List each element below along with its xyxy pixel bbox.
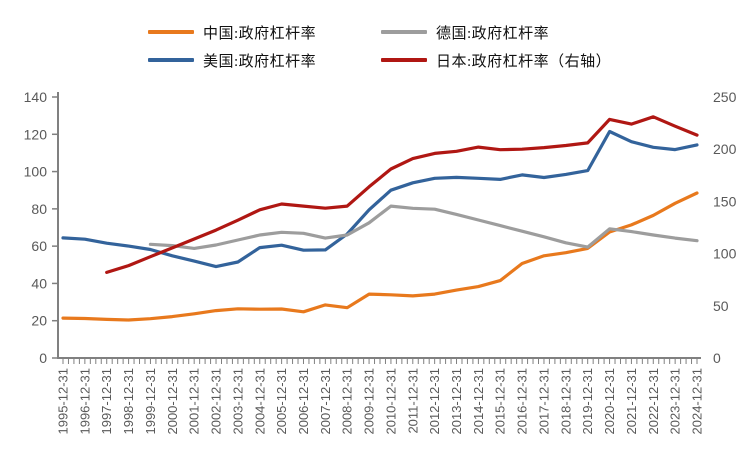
legend-label-japan: 日本:政府杠杆率（右轴）	[436, 53, 612, 70]
x-axis-label: 2001-12-31	[187, 368, 202, 435]
x-axis-label: 2002-12-31	[209, 368, 224, 435]
legend-item-china: 中国:政府杠杆率	[148, 22, 316, 42]
y-axis-right-label: 50	[713, 298, 729, 314]
x-axis-labels: 1995-12-31 1996-12-31 1997-12-31 1998-12-31…	[56, 368, 705, 435]
x-axis-label: 2007-12-31	[318, 368, 333, 435]
x-axis-label: 2012-12-31	[427, 368, 442, 435]
legend-swatch-germany	[381, 30, 427, 34]
y-axis-right-label: 200	[713, 141, 737, 157]
x-axis-label: 2018-12-31	[558, 368, 573, 435]
series-line-japan	[105, 115, 699, 274]
legend-label-us: 美国:政府杠杆率	[203, 53, 317, 70]
chart-legend: 中国:政府杠杆率 德国:政府杠杆率 美国:政府杠杆率 日本:政府杠杆率（右轴）	[0, 0, 755, 80]
legend-label-germany: 德国:政府杠杆率	[436, 25, 550, 42]
series-line-germany	[148, 204, 699, 250]
y-axis-left-label: 0	[39, 350, 47, 366]
y-axis-right-label: 250	[713, 89, 737, 105]
x-axis-label: 2021-12-31	[624, 368, 639, 435]
legend-label-china: 中国:政府杠杆率	[203, 25, 317, 42]
y-axis-right-label: 0	[713, 350, 721, 366]
x-axis-label: 1995-12-31	[56, 368, 71, 435]
legend-swatch-japan	[381, 58, 427, 62]
x-axis-label: 2008-12-31	[340, 368, 355, 435]
x-axis-label: 2019-12-31	[580, 368, 595, 435]
x-axis-label: 2015-12-31	[493, 368, 508, 435]
y-axis-left-label: 100	[24, 164, 48, 180]
x-axis-ticks	[62, 358, 698, 364]
x-axis-label: 2023-12-31	[668, 368, 683, 435]
y-axis-left-label: 120	[24, 126, 48, 142]
y-axis-left-label: 60	[31, 238, 47, 254]
y-axis-left-label: 140	[24, 89, 48, 105]
plot-area	[61, 115, 699, 322]
y-axis-left-label: 80	[31, 201, 47, 217]
x-axis-label: 2003-12-31	[230, 368, 245, 435]
x-axis-label: 2011-12-31	[405, 368, 420, 434]
x-axis-label: 2014-12-31	[471, 368, 486, 435]
x-axis-label: 2022-12-31	[646, 368, 661, 435]
legend-swatch-china	[148, 30, 194, 34]
x-axis-label: 2000-12-31	[165, 368, 180, 435]
legend-item-japan: 日本:政府杠杆率（右轴）	[381, 50, 611, 70]
y-axis-right-labels: 0 50 100 150 200 250	[713, 89, 737, 366]
x-axis-label: 1997-12-31	[99, 368, 114, 435]
x-axis-label: 2017-12-31	[536, 368, 551, 435]
x-axis-label: 1996-12-31	[77, 368, 92, 435]
legend-item-us: 美国:政府杠杆率	[148, 50, 316, 70]
x-axis-label: 2009-12-31	[362, 368, 377, 435]
x-axis-label: 2010-12-31	[383, 368, 398, 435]
series-line-us	[61, 129, 699, 269]
x-axis-label: 2013-12-31	[449, 368, 464, 435]
y-axis-left-label: 20	[31, 313, 47, 329]
series-line-china	[61, 191, 699, 322]
x-axis-label: 1998-12-31	[121, 368, 136, 435]
x-axis-label: 2005-12-31	[274, 368, 289, 435]
x-axis-label: 2024-12-31	[690, 368, 705, 435]
x-axis-label: 2004-12-31	[252, 368, 267, 435]
axes	[57, 92, 701, 359]
y-axis-right-label: 150	[713, 193, 737, 209]
x-axis-label: 1999-12-31	[143, 368, 158, 435]
y-axis-left-label: 40	[31, 275, 47, 291]
x-axis-label: 2006-12-31	[296, 368, 311, 435]
legend-item-germany: 德国:政府杠杆率	[381, 22, 549, 42]
x-axis-label: 2020-12-31	[602, 368, 617, 435]
x-axis-label: 2016-12-31	[515, 368, 530, 435]
y-axis-right-label: 100	[713, 246, 737, 262]
legend-swatch-us	[148, 58, 194, 62]
y-axis-left-labels: 0 20 40 60 80 100 120 140	[24, 89, 58, 366]
